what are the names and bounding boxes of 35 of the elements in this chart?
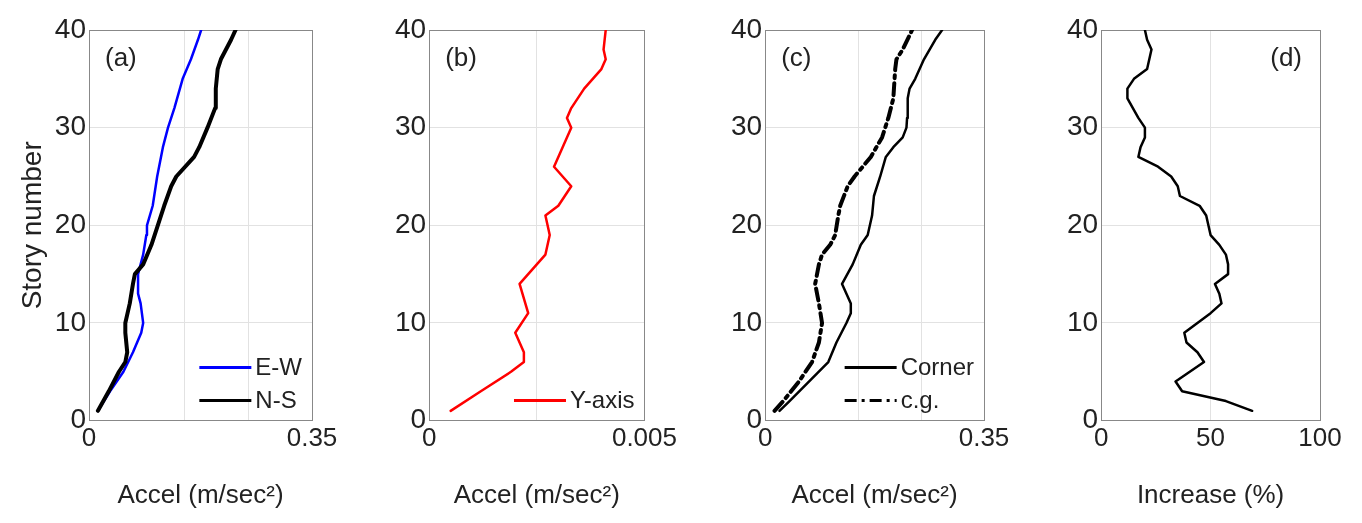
x-axis-title: Accel (m/sec²) (117, 478, 284, 509)
legend-label: Corner (900, 353, 975, 381)
y-tick-label: 40 (1066, 12, 1099, 44)
x-tick-label: 50 (1196, 422, 1226, 453)
annotation: (a) (105, 42, 137, 73)
y-tick-label: 10 (54, 305, 86, 337)
x-axis-title: Accel (m/sec²) (791, 478, 958, 509)
annotation: (d) (1270, 42, 1302, 73)
y-tick-label: 10 (394, 305, 427, 337)
x-tick-label: 100 (1298, 422, 1342, 453)
y-tick-label: 20 (54, 208, 86, 240)
y-tick-label: 20 (1066, 208, 1099, 240)
y-tick-label: 10 (730, 305, 763, 337)
annotation: (c) (781, 42, 812, 73)
y-tick-label: 10 (1066, 305, 1099, 337)
y-tick-label: 20 (394, 208, 427, 240)
legend-label: E-W (255, 353, 303, 381)
y-tick-label: 20 (730, 208, 763, 240)
annotation: (b) (445, 42, 477, 73)
y-tick-label: 30 (54, 110, 86, 142)
y-tick-label: 30 (1066, 110, 1099, 142)
x-tick-label: 0.005 (611, 422, 678, 453)
y-tick-label: 40 (394, 12, 427, 44)
y-tick-label: 30 (730, 110, 763, 142)
y-axis-title: Story number (15, 141, 47, 310)
legend-label: Y-axis (569, 386, 635, 414)
legend-label: c.g. (900, 386, 940, 414)
x-axis-title: Increase (%) (1136, 478, 1285, 509)
y-tick-label: 30 (394, 110, 427, 142)
y-tick-label: 40 (730, 12, 763, 44)
y-tick-label: 40 (54, 12, 86, 44)
legend-label: N-S (255, 386, 297, 414)
x-tick-label: 0.35 (958, 422, 1010, 453)
x-axis-title: Accel (m/sec²) (453, 478, 620, 509)
x-tick-label: 0.35 (286, 422, 338, 453)
